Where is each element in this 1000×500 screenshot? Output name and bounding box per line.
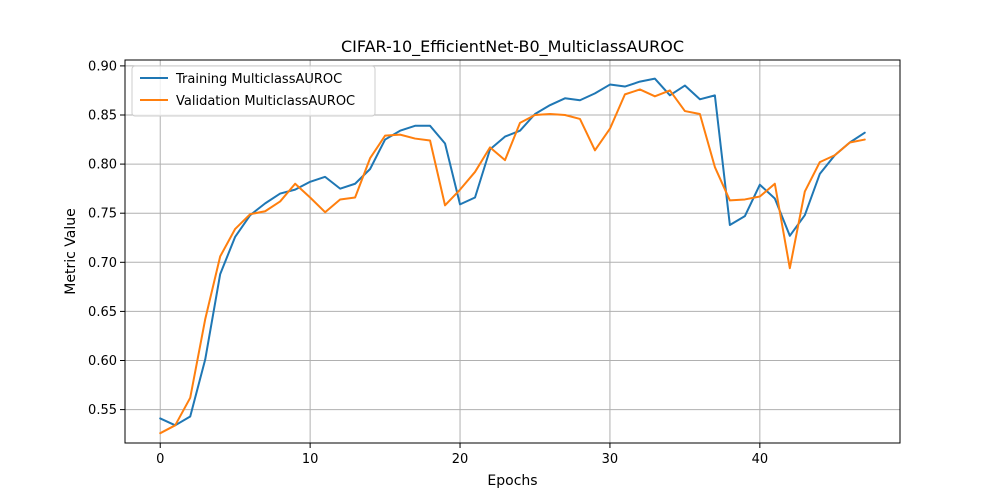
series-line-training [159,77,866,427]
y-axis: 0.55 0.60 0.65 0.70 0.75 0.80 0.85 0.90 [88,59,125,418]
y-axis-title: Metric Value [63,208,79,294]
y-tick-label: 0.55 [88,403,117,418]
x-tick-label: 10 [302,452,319,467]
y-tick-label: 0.65 [88,305,117,320]
legend-box [131,65,376,117]
y-tick-label: 0.60 [88,354,117,369]
x-axis: 0 10 20 30 40 [156,443,768,467]
y-tick-label: 0.80 [88,158,117,173]
y-tick-label: 0.85 [88,108,117,123]
chart-title: CIFAR-10_EfficientNet-B0_MulticlassAUROC [341,37,684,57]
y-tick-label: 0.90 [88,59,117,74]
x-axis-title: Epochs [487,473,537,489]
y-tick-label: 0.75 [88,207,117,222]
x-tick-label: 40 [752,452,769,467]
legend-label-validation: Validation MulticlassAUROC [176,94,355,109]
x-tick-label: 20 [452,452,469,467]
series-layer [159,77,866,435]
plot-frame [124,59,901,444]
legend-label-training: Training MulticlassAUROC [175,72,342,87]
legend: Training MulticlassAUROC Validation Mult… [131,65,376,117]
x-tick-label: 0 [156,452,164,467]
y-tick-label: 0.70 [88,256,117,271]
grid [125,60,900,443]
x-tick-label: 30 [602,452,619,467]
series-line-validation [159,88,866,435]
